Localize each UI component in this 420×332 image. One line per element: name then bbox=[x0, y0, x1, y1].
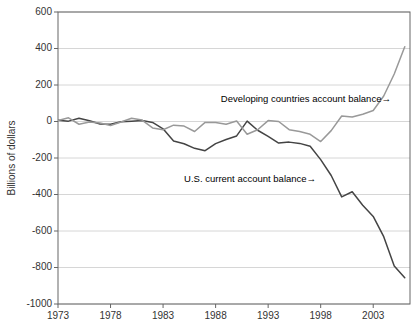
chart: -1000-800-600-400-2000200400600197319781… bbox=[0, 0, 420, 332]
y-tick-label: 200 bbox=[35, 79, 52, 90]
x-tick-label: 1983 bbox=[152, 310, 175, 321]
y-tick bbox=[54, 231, 58, 232]
y-tick-label: 0 bbox=[46, 115, 52, 126]
y-tick bbox=[54, 48, 58, 49]
grid-line bbox=[58, 85, 410, 86]
y-tick bbox=[54, 304, 58, 305]
annotation: U.S. current account balance→ bbox=[184, 173, 316, 184]
y-tick bbox=[54, 194, 58, 195]
grid-line bbox=[58, 194, 410, 195]
x-tick-label: 1973 bbox=[47, 310, 70, 321]
grid-line bbox=[58, 48, 410, 49]
x-tick-label: 2003 bbox=[362, 310, 385, 321]
series-line bbox=[58, 47, 405, 142]
x-tick bbox=[320, 304, 321, 308]
y-axis: -1000 -800 -600 -400 -200 0 200 400 600 bbox=[26, 6, 58, 309]
x-tick-label: 1988 bbox=[204, 310, 227, 321]
y-tick bbox=[54, 158, 58, 159]
grid-line bbox=[58, 158, 410, 159]
y-tick-label: 600 bbox=[35, 6, 52, 17]
y-grid bbox=[58, 12, 410, 304]
x-tick bbox=[163, 304, 164, 308]
y-tick-label: -200 bbox=[32, 152, 52, 163]
y-tick-label: -800 bbox=[32, 261, 52, 272]
grid-line bbox=[58, 231, 410, 232]
y-tick-label: 400 bbox=[35, 42, 52, 53]
x-axis: 1973 1978 1983 1988 1993 1998 2003 bbox=[47, 304, 385, 321]
x-tick-label: 1978 bbox=[99, 310, 122, 321]
y-tick bbox=[54, 12, 58, 13]
annotations: Developing countries account balance→ U.S… bbox=[184, 93, 391, 183]
y-axis-label: Billions of dollars bbox=[6, 120, 17, 195]
x-tick bbox=[58, 304, 59, 308]
annotation: Developing countries account balance→ bbox=[221, 93, 391, 104]
series-line bbox=[58, 118, 405, 278]
x-tick bbox=[373, 304, 374, 308]
lines bbox=[58, 47, 405, 278]
y-tick bbox=[54, 121, 58, 122]
y-tick-label: -600 bbox=[32, 225, 52, 236]
y-tick bbox=[54, 85, 58, 86]
y-tick-label: -1000 bbox=[26, 298, 52, 309]
x-tick bbox=[215, 304, 216, 308]
x-tick-label: 1998 bbox=[310, 310, 333, 321]
plot-frame bbox=[58, 12, 410, 304]
x-tick bbox=[110, 304, 111, 308]
x-tick bbox=[268, 304, 269, 308]
x-tick-label: 1993 bbox=[257, 310, 280, 321]
grid-line bbox=[58, 267, 410, 268]
y-tick-label: -400 bbox=[32, 188, 52, 199]
y-tick bbox=[54, 267, 58, 268]
